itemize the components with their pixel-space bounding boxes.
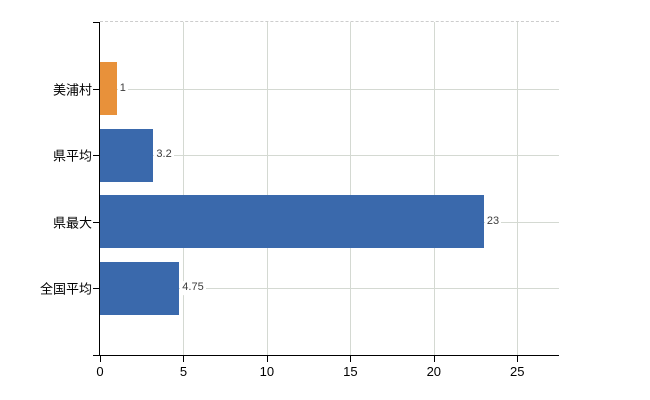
x-tick: [517, 355, 519, 362]
x-tick: [100, 355, 101, 362]
x-tick: [266, 355, 268, 362]
bar-value-label: 1: [117, 81, 128, 96]
gridline-vertical: [183, 22, 185, 355]
category-label: 全国平均: [39, 281, 92, 297]
bar-value-label: 4.75: [180, 281, 206, 296]
bar-value-label: 23: [484, 214, 502, 229]
gridline-vertical: [517, 22, 519, 355]
bar: [100, 62, 117, 116]
gridline-vertical: [350, 22, 352, 355]
y-tick: [93, 22, 100, 23]
bar: [100, 128, 154, 182]
x-tick-label: 20: [426, 364, 442, 379]
x-tick-label: 25: [510, 364, 525, 379]
x-axis: [93, 355, 559, 356]
x-tick-label: 0: [96, 364, 104, 379]
bar: [100, 195, 484, 249]
plot-top-border: [100, 21, 559, 22]
gridline-horizontal: [100, 288, 559, 290]
gridline-horizontal: [100, 88, 559, 90]
x-tick: [433, 355, 435, 362]
category-label: 県平均: [52, 148, 92, 164]
x-tick: [183, 355, 185, 362]
gridline-vertical: [433, 22, 435, 355]
bar-value-label: 3.2: [154, 148, 174, 163]
x-tick-label: 15: [343, 364, 358, 379]
x-tick-label: 10: [259, 364, 275, 379]
y-tick: [93, 288, 100, 290]
bar: [100, 261, 180, 315]
x-tick: [350, 355, 352, 362]
gridline-horizontal: [100, 155, 559, 157]
y-tick: [93, 155, 100, 157]
category-label: 美浦村: [52, 82, 92, 98]
category-label: 県最大: [52, 215, 92, 231]
y-tick: [93, 221, 100, 223]
x-tick-label: 5: [179, 364, 188, 379]
y-tick: [93, 88, 100, 90]
y-axis: [99, 22, 100, 356]
gridline-vertical: [266, 22, 268, 355]
